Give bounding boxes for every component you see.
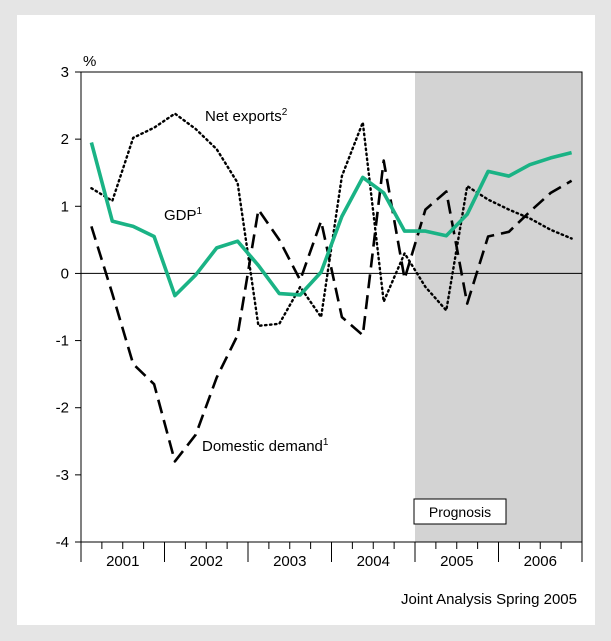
x-tick-label: 2002: [190, 553, 223, 570]
x-tick-label: 2006: [524, 553, 557, 570]
series-lines: [89, 112, 573, 463]
chart-frame: 3 2 1 0 -1 -2 -3 -4 2001 2002 2003 2004 2005 2006 % …: [17, 15, 595, 625]
y-tick-label: 2: [61, 131, 69, 148]
x-tick-label: 2004: [357, 553, 390, 570]
prognosis-shading: [415, 72, 582, 542]
domestic-demand-label: Domestic demand1: [202, 437, 329, 455]
gdp-label: GDP1: [164, 206, 203, 224]
prognosis-label: Prognosis: [429, 504, 491, 520]
x-axis: 2001 2002 2003 2004 2005 2006: [80, 542, 583, 570]
prognosis-box: Prognosis: [413, 498, 507, 525]
x-tick-label: 2003: [273, 553, 306, 570]
y-tick-label: -4: [56, 534, 69, 551]
x-tick-label: 2001: [106, 553, 139, 570]
unit-label: %: [83, 53, 96, 70]
x-tick-label: 2005: [440, 553, 473, 570]
source-note: Joint Analysis Spring 2005: [401, 591, 577, 608]
prognosis-box-border: [413, 498, 507, 525]
y-tick-label: -2: [56, 400, 69, 417]
domestic-demand-line: [90, 159, 573, 463]
plot-border: [80, 71, 583, 543]
y-tick-label: -3: [56, 467, 69, 484]
gdp-line: [89, 142, 573, 298]
net-exports-label: Net exports2: [205, 107, 288, 125]
y-tick-label: 0: [61, 265, 69, 282]
y-tick-label: 3: [61, 64, 69, 81]
y-tick-label: 1: [61, 198, 69, 215]
y-tick-label: -1: [56, 333, 69, 350]
